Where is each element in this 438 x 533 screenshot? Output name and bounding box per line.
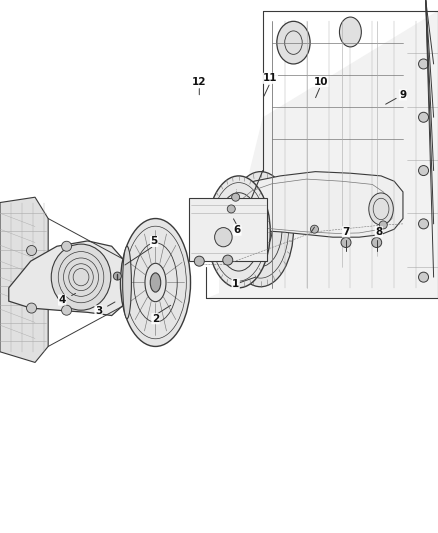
Ellipse shape: [51, 244, 111, 310]
Circle shape: [223, 255, 233, 265]
Circle shape: [244, 228, 251, 236]
Text: 5: 5: [151, 237, 158, 246]
Circle shape: [419, 219, 428, 229]
Circle shape: [226, 228, 233, 236]
Text: 3: 3: [95, 306, 102, 316]
Text: 8: 8: [375, 227, 382, 237]
Circle shape: [62, 241, 71, 251]
Ellipse shape: [257, 222, 265, 236]
Circle shape: [419, 166, 428, 175]
Ellipse shape: [123, 246, 131, 319]
Ellipse shape: [339, 17, 361, 47]
Circle shape: [419, 59, 428, 69]
Ellipse shape: [249, 209, 272, 249]
Circle shape: [265, 226, 271, 232]
Polygon shape: [189, 198, 267, 261]
Text: 1: 1: [232, 279, 239, 289]
Ellipse shape: [233, 222, 244, 242]
Circle shape: [419, 112, 428, 122]
Circle shape: [231, 215, 238, 222]
Ellipse shape: [228, 172, 293, 287]
Text: 2: 2: [152, 314, 159, 324]
Polygon shape: [9, 241, 127, 316]
Text: 11: 11: [263, 74, 278, 83]
Polygon shape: [219, 172, 403, 237]
Text: 12: 12: [192, 77, 207, 86]
Circle shape: [232, 193, 240, 201]
Circle shape: [258, 214, 264, 220]
Circle shape: [27, 303, 36, 313]
Ellipse shape: [120, 219, 191, 346]
Circle shape: [379, 221, 387, 229]
Circle shape: [227, 205, 235, 213]
Circle shape: [258, 239, 264, 245]
Circle shape: [251, 226, 256, 232]
Circle shape: [231, 242, 238, 249]
Text: 4: 4: [59, 295, 66, 305]
Polygon shape: [206, 11, 438, 298]
Circle shape: [252, 235, 258, 241]
Ellipse shape: [277, 21, 310, 64]
Ellipse shape: [215, 228, 232, 247]
Circle shape: [263, 235, 269, 241]
Text: 6: 6: [234, 225, 241, 235]
Ellipse shape: [226, 208, 252, 255]
Text: 10: 10: [313, 77, 328, 86]
Circle shape: [311, 225, 318, 233]
Circle shape: [113, 272, 121, 280]
Circle shape: [372, 238, 381, 247]
Circle shape: [194, 256, 204, 266]
Ellipse shape: [150, 273, 161, 292]
Text: 7: 7: [343, 227, 350, 237]
Ellipse shape: [207, 176, 270, 288]
Polygon shape: [0, 197, 48, 362]
Circle shape: [419, 272, 428, 282]
Circle shape: [240, 215, 247, 222]
Ellipse shape: [369, 193, 393, 225]
Circle shape: [252, 217, 258, 223]
Circle shape: [263, 217, 269, 223]
Circle shape: [240, 242, 247, 249]
Circle shape: [341, 238, 351, 247]
Circle shape: [62, 305, 71, 315]
Text: 9: 9: [399, 90, 406, 100]
Circle shape: [27, 246, 36, 255]
